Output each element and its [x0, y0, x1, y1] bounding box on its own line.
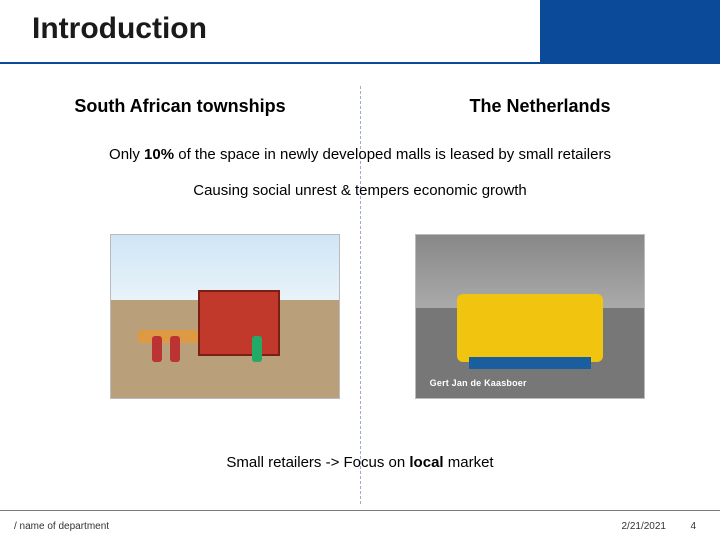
- title-block: Introduction: [32, 12, 207, 46]
- footer: / name of department 2/21/2021 4: [0, 510, 720, 540]
- corner-accent: [540, 0, 720, 62]
- placeholder-shape: [457, 294, 603, 362]
- title-rule: [0, 62, 720, 64]
- stat-bold: 10%: [144, 146, 174, 163]
- right-image-caption: Gert Jan de Kaasboer: [430, 378, 527, 388]
- placeholder-shape: [138, 330, 197, 343]
- focus-suffix: market: [444, 454, 494, 471]
- placeholder-shape: [152, 336, 162, 362]
- focus-line: Small retailers -> Focus on local market: [0, 454, 720, 471]
- focus-prefix: Small retailers -> Focus on: [226, 454, 409, 471]
- content-area: South African townships The Netherlands …: [0, 66, 720, 510]
- footer-date: 2/21/2021: [622, 521, 667, 532]
- focus-bold: local: [409, 454, 443, 471]
- slide: Introduction South African townships The…: [0, 0, 720, 540]
- left-column-header: South African townships: [0, 96, 360, 117]
- footer-department: / name of department: [14, 521, 109, 532]
- placeholder-shape: [170, 336, 180, 362]
- footer-rule: [0, 510, 720, 511]
- placeholder-shape: [198, 290, 280, 355]
- stat-prefix: Only: [109, 146, 144, 163]
- placeholder-shape: [252, 336, 262, 362]
- right-column-header: The Netherlands: [360, 96, 720, 117]
- slide-title: Introduction: [32, 12, 207, 46]
- footer-page: 4: [690, 521, 696, 532]
- stat-line: Only 10% of the space in newly developed…: [0, 146, 720, 163]
- consequence-line: Causing social unrest & tempers economic…: [0, 182, 720, 199]
- right-image: Gert Jan de Kaasboer: [415, 234, 645, 399]
- stat-suffix: of the space in newly developed malls is…: [174, 146, 611, 163]
- left-image: [110, 234, 340, 399]
